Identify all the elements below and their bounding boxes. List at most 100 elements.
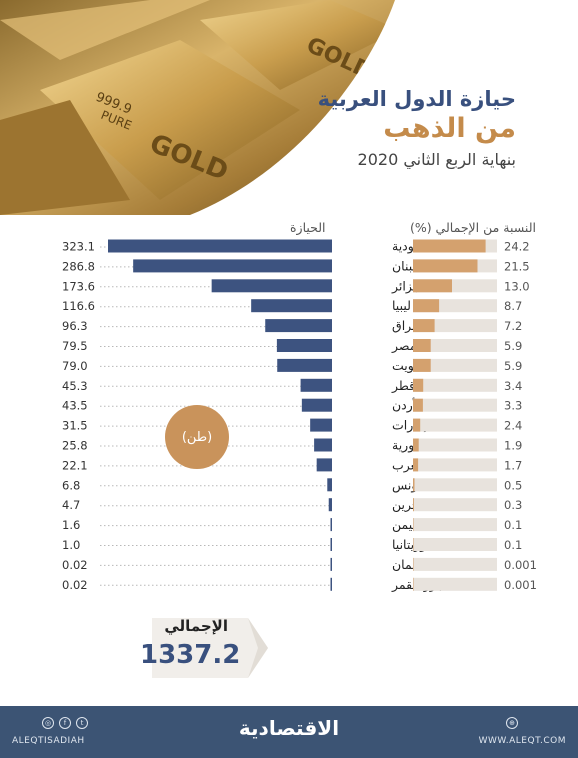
percent-track <box>413 538 497 551</box>
title-line-3: بنهاية الربع الثاني 2020 <box>357 150 516 169</box>
percent-value-label: 21.5 <box>504 259 530 273</box>
percent-bar <box>413 279 452 293</box>
percent-bar <box>413 299 440 313</box>
percent-bar <box>413 557 414 571</box>
country-label: مصر <box>391 338 416 354</box>
percent-bar <box>413 438 419 452</box>
holding-value-label: 0.02 <box>62 578 88 592</box>
title-block: حيازة الدول العربية من الذهب بنهاية الرب… <box>276 86 516 172</box>
title-line-1: حيازة الدول العربية <box>317 87 516 111</box>
twitter-icon[interactable]: t <box>76 717 88 729</box>
percent-value-label: 5.9 <box>504 339 522 353</box>
percent-bar <box>413 498 414 512</box>
holding-bar <box>327 478 332 492</box>
percent-track <box>413 458 497 472</box>
percent-value-label: 1.9 <box>504 439 522 453</box>
percent-bar <box>413 478 415 492</box>
percent-value-label: 0.1 <box>504 518 522 532</box>
percent-track <box>413 378 497 392</box>
holding-bar <box>211 279 332 293</box>
percent-value-label: 13.0 <box>504 279 530 293</box>
holding-bar <box>108 239 332 253</box>
holding-bar <box>277 358 332 372</box>
percent-track <box>413 398 497 412</box>
percent-value-label: 1.7 <box>504 458 522 472</box>
percent-value-label: 3.3 <box>504 399 522 413</box>
gold-bars-photo: 999.9 PURE GOLD GOLD <box>0 0 578 215</box>
social-handle[interactable]: ALEQTISADIAH <box>12 736 85 746</box>
social-icons: ◎ f t <box>42 717 88 729</box>
holding-bar <box>330 538 332 551</box>
percent-track <box>413 557 497 571</box>
holding-value-label: 6.8 <box>62 478 80 492</box>
percent-bar <box>413 518 414 532</box>
holding-bar <box>328 498 332 512</box>
holding-value-label: 116.6 <box>62 299 95 313</box>
percent-value-label: 3.4 <box>504 379 522 393</box>
holding-value-label: 173.6 <box>62 279 95 293</box>
unit-badge: (طن) <box>165 405 229 469</box>
title-line-2: من الذهب <box>383 113 516 144</box>
percent-track <box>413 498 497 512</box>
holding-bar <box>133 259 332 273</box>
percent-bar <box>413 418 421 432</box>
total-box-shape <box>132 612 272 684</box>
total-value: 1337.2 <box>140 640 241 670</box>
gold-holdings-chart: 323.1السعودية24.2286.8لبنان21.5173.6الجز… <box>62 239 537 593</box>
holding-value-label: 0.02 <box>62 558 88 572</box>
percent-bar <box>413 378 424 392</box>
holding-value-label: 22.1 <box>62 458 88 472</box>
holding-bar <box>330 577 332 591</box>
percent-value-label: 0.001 <box>504 578 537 592</box>
percent-bar <box>413 538 414 551</box>
holding-bar <box>330 518 332 532</box>
percent-value-label: 0.001 <box>504 558 537 572</box>
percent-bar <box>413 339 431 352</box>
percent-value-label: 7.2 <box>504 319 522 333</box>
country-label: اليمن <box>392 517 420 533</box>
percent-track <box>413 518 497 532</box>
instagram-icon[interactable]: ◎ <box>42 717 54 729</box>
percent-bar <box>413 398 423 412</box>
holding-value-label: 286.8 <box>62 259 95 273</box>
holding-bar <box>301 398 332 412</box>
holding-column-header: الحيازة <box>290 220 326 235</box>
percent-bar <box>413 239 486 253</box>
percent-column-header: النسبة من الإجمالي (%) <box>409 220 536 235</box>
percent-value-label: 5.9 <box>504 359 522 373</box>
facebook-icon[interactable]: f <box>59 717 71 729</box>
percent-track <box>413 478 497 492</box>
holding-value-label: 25.8 <box>62 439 88 453</box>
holding-value-label: 323.1 <box>62 240 95 254</box>
country-label: قطر <box>391 378 415 394</box>
holding-value-label: 79.5 <box>62 339 88 353</box>
holding-value-label: 1.6 <box>62 518 80 532</box>
country-label: ليبيا <box>392 298 411 313</box>
percent-value-label: 0.1 <box>504 538 522 552</box>
holding-bar <box>276 339 332 352</box>
holding-value-label: 4.7 <box>62 498 80 512</box>
percent-value-label: 2.4 <box>504 419 522 433</box>
footer: ◎ f t ALEQTISADIAH الاقتصادية ⊕ WWW.ALEQ… <box>0 706 578 758</box>
total-label: الإجمالي <box>164 617 228 635</box>
percent-value-label: 0.3 <box>504 498 522 512</box>
holding-value-label: 79.0 <box>62 359 88 373</box>
holding-bar <box>251 299 332 313</box>
holding-bar <box>310 418 332 432</box>
percent-track <box>413 418 497 432</box>
percent-track <box>413 577 497 591</box>
holding-bar <box>300 378 332 392</box>
globe-icon: ⊕ <box>506 717 518 729</box>
holding-bar <box>314 438 332 452</box>
percent-value-label: 0.5 <box>504 478 522 492</box>
percent-bar <box>413 577 414 591</box>
percent-bar <box>413 319 435 333</box>
holding-value-label: 1.0 <box>62 538 80 552</box>
holding-bar <box>316 458 332 472</box>
percent-value-label: 8.7 <box>504 299 522 313</box>
percent-value-label: 24.2 <box>504 240 530 254</box>
percent-bar <box>413 259 478 273</box>
percent-bar <box>413 458 419 472</box>
website-link[interactable]: WWW.ALEQT.COM <box>478 736 566 746</box>
percent-track <box>413 358 497 372</box>
